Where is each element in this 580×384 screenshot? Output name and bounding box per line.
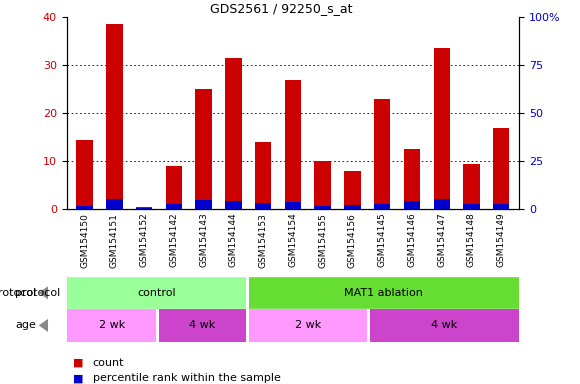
Text: GSM154147: GSM154147 xyxy=(437,213,446,267)
Bar xyxy=(285,80,301,209)
Text: GSM154148: GSM154148 xyxy=(467,213,476,267)
Text: GDS2561 / 92250_s_at: GDS2561 / 92250_s_at xyxy=(210,2,353,15)
Text: GSM154156: GSM154156 xyxy=(348,213,357,268)
Bar xyxy=(225,201,241,209)
Text: MAT1 ablation: MAT1 ablation xyxy=(344,288,423,298)
Bar xyxy=(255,142,271,209)
Bar xyxy=(314,161,331,209)
Text: GSM154150: GSM154150 xyxy=(80,213,89,268)
Text: 4 wk: 4 wk xyxy=(189,320,216,331)
Text: GSM154152: GSM154152 xyxy=(140,213,148,267)
Text: 2 wk: 2 wk xyxy=(295,320,321,331)
Bar xyxy=(369,309,519,342)
Bar xyxy=(136,207,153,209)
Bar xyxy=(404,149,420,209)
Bar xyxy=(493,128,509,209)
Bar xyxy=(374,205,390,209)
Bar xyxy=(249,276,519,309)
Text: ■: ■ xyxy=(72,358,83,368)
Bar xyxy=(433,48,450,209)
Bar xyxy=(166,205,182,209)
Text: age: age xyxy=(16,320,37,331)
Text: protocol: protocol xyxy=(15,288,64,298)
Bar xyxy=(463,205,480,209)
Bar xyxy=(166,166,182,209)
Bar xyxy=(249,309,367,342)
Text: GSM154143: GSM154143 xyxy=(199,213,208,267)
Bar xyxy=(195,89,212,209)
Bar xyxy=(67,309,156,342)
Bar xyxy=(493,205,509,209)
Text: control: control xyxy=(138,288,176,298)
Bar xyxy=(345,205,361,209)
Bar xyxy=(314,207,331,209)
Bar xyxy=(285,202,301,209)
Bar xyxy=(106,199,122,209)
Text: GSM154145: GSM154145 xyxy=(378,213,387,267)
Text: GSM154155: GSM154155 xyxy=(318,213,327,268)
Text: count: count xyxy=(93,358,124,368)
Bar xyxy=(345,171,361,209)
Text: ■: ■ xyxy=(72,373,83,383)
Bar xyxy=(136,208,153,209)
Text: GSM154144: GSM154144 xyxy=(229,213,238,267)
Bar xyxy=(463,164,480,209)
Bar xyxy=(106,25,122,209)
Text: protocol: protocol xyxy=(0,288,37,298)
Bar xyxy=(404,201,420,209)
Text: GSM154146: GSM154146 xyxy=(408,213,416,267)
Bar xyxy=(255,203,271,209)
Bar xyxy=(77,140,93,209)
Text: GSM154151: GSM154151 xyxy=(110,213,119,268)
Text: GSM154153: GSM154153 xyxy=(259,213,267,268)
Text: GSM154142: GSM154142 xyxy=(169,213,178,267)
Bar xyxy=(225,58,241,209)
Text: percentile rank within the sample: percentile rank within the sample xyxy=(93,373,281,383)
Text: 4 wk: 4 wk xyxy=(430,320,457,331)
Bar xyxy=(433,199,450,209)
Text: 2 wk: 2 wk xyxy=(99,320,125,331)
Bar xyxy=(374,99,390,209)
Bar xyxy=(77,207,93,209)
Polygon shape xyxy=(39,286,48,300)
Polygon shape xyxy=(39,319,48,332)
Text: GSM154149: GSM154149 xyxy=(496,213,506,267)
Bar xyxy=(195,200,212,209)
Text: GSM154154: GSM154154 xyxy=(288,213,298,267)
Bar xyxy=(158,309,246,342)
Bar xyxy=(67,276,246,309)
